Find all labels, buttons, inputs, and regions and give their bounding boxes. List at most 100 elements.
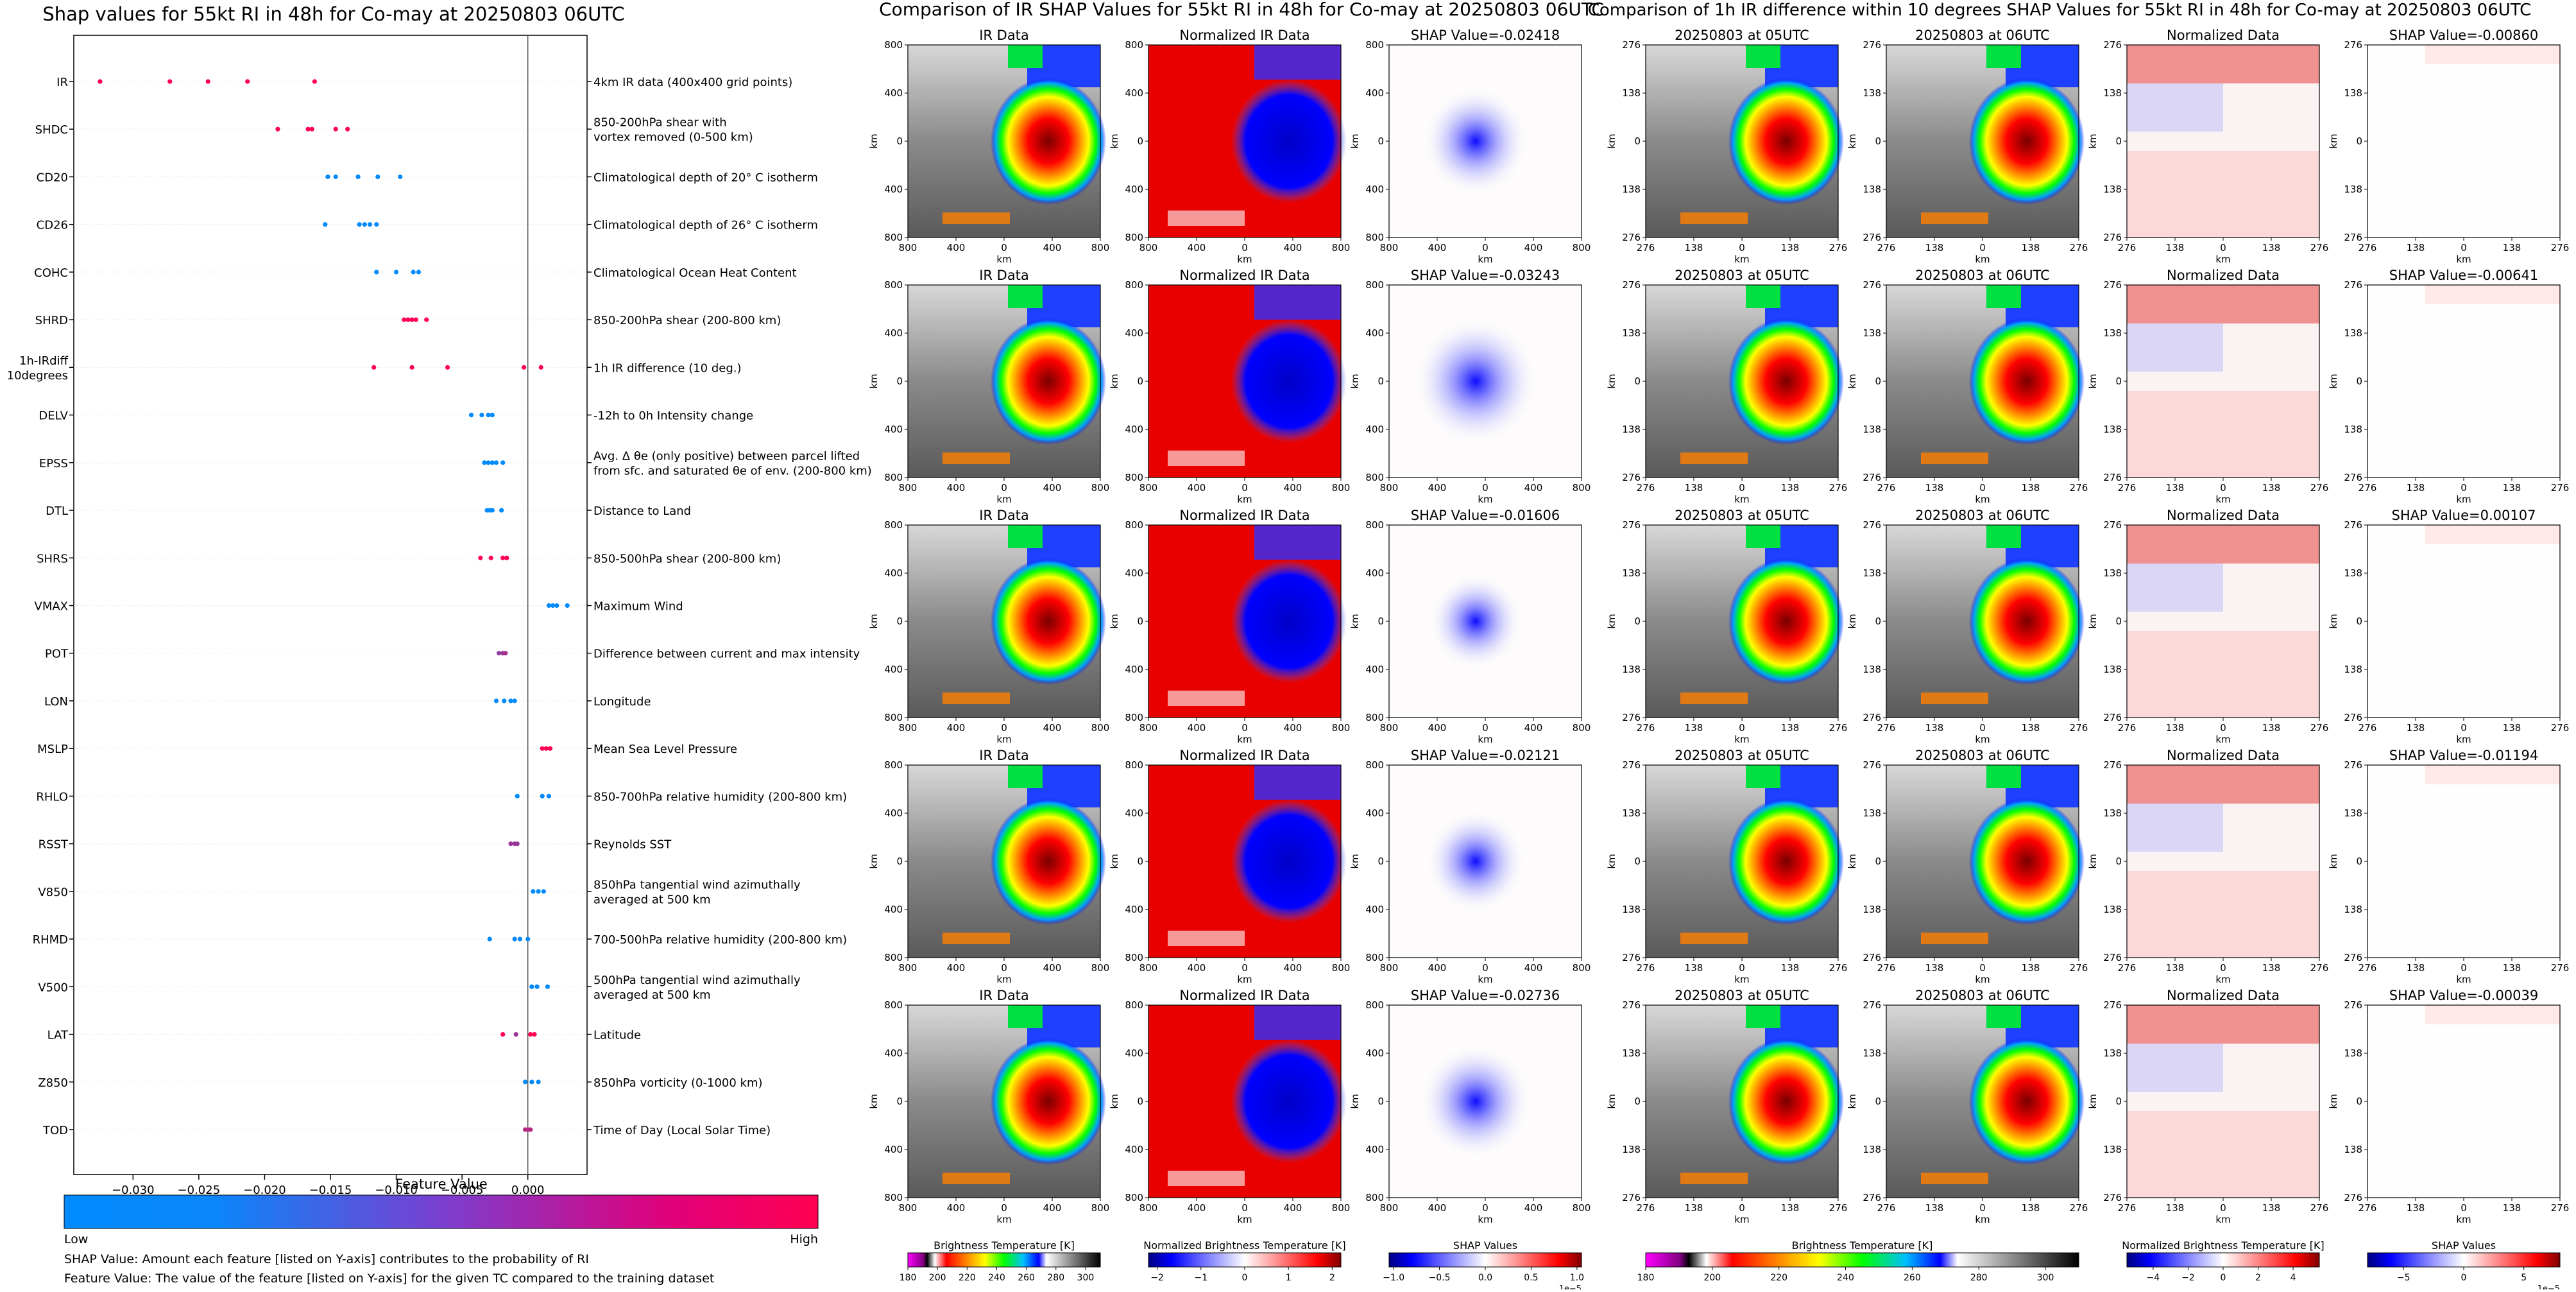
shap-point [508, 698, 513, 703]
shap-point [411, 270, 416, 275]
y-axis-label: km [1349, 1094, 1361, 1108]
y-tick-label: 138 [1863, 1144, 1881, 1155]
y-tick-label: 0 [1378, 616, 1384, 627]
y-tick-label: 276 [1863, 952, 1881, 963]
x-tick-label: 800 [1332, 242, 1351, 254]
y-tick-label: 0 [2356, 616, 2362, 627]
y-tick-label: 0 [1137, 1096, 1143, 1107]
y-tick-label: 0 [1378, 135, 1384, 147]
y-tick-label: 0 [1137, 375, 1143, 387]
colorbar-exponent: 1e−5 [2538, 1284, 2560, 1289]
feature-name: LAT [47, 1029, 69, 1042]
y-tick-label: 800 [1365, 279, 1384, 291]
x-tick-label: 138 [2022, 722, 2040, 734]
panel-title: IR Data [979, 748, 1029, 763]
y-tick-label: 800 [884, 712, 903, 723]
shap-point [98, 79, 103, 84]
y-tick-label: 138 [1863, 664, 1881, 675]
feature-name: LON [44, 695, 68, 709]
x-tick-label: 800 [1380, 242, 1399, 254]
y-tick-label: 138 [2344, 807, 2362, 819]
x-tick-label: 400 [947, 962, 966, 974]
y-axis-label: km [1109, 374, 1120, 388]
ir-storm [1728, 798, 1844, 925]
y-axis-label: km [868, 1094, 880, 1108]
feature-description: averaged at 500 km [593, 988, 711, 1002]
shap-point [515, 793, 520, 799]
colorbar-tick-label: −2 [1150, 1273, 1164, 1283]
norm-cold-top [1254, 285, 1341, 320]
norm-cold-top [1254, 525, 1341, 560]
x-tick-label: 138 [1925, 962, 1944, 974]
ir-cloud-band [1008, 45, 1043, 68]
ir-small-cells [1680, 452, 1748, 464]
shap-point [490, 460, 495, 465]
y-tick-label: 0 [1137, 856, 1143, 867]
y-tick-label: 0 [896, 375, 903, 387]
shap-point [515, 841, 520, 847]
shap-point [374, 222, 379, 227]
x-tick-label: 276 [1877, 482, 1896, 494]
x-tick-label: 0 [1739, 482, 1745, 494]
y-tick-label: 0 [896, 1096, 903, 1107]
panel-title: IR Data [979, 268, 1029, 283]
shap-point [402, 317, 407, 322]
shap-point [393, 270, 399, 275]
colorbar-label: SHAP Values [1453, 1239, 1517, 1252]
x-tick-label: 800 [1380, 482, 1399, 494]
ir-cloud-band [1986, 1005, 2021, 1028]
feature-name: RHMD [33, 933, 68, 947]
ir-diff-comparison-row: 20250803 at 05UTC27627613813800138138276… [1606, 988, 2569, 1225]
x-tick-label: 400 [1043, 962, 1062, 974]
y-tick-label: 138 [1622, 807, 1641, 819]
shap-point [275, 126, 280, 132]
y-tick-label: 276 [2344, 952, 2362, 963]
ir-cloud-band [1008, 765, 1043, 788]
x-axis-label: km [1734, 734, 1749, 745]
x-tick-label: 276 [2070, 962, 2088, 974]
y-tick-label: 400 [1365, 87, 1384, 99]
y-tick-label: 800 [884, 999, 903, 1011]
y-tick-label: 400 [884, 1047, 903, 1059]
y-tick-label: 800 [1125, 712, 1143, 723]
panel-title: Normalized IR Data [1179, 28, 1309, 43]
x-tick-label: 276 [2070, 482, 2088, 494]
colorbar-tick-label: 5 [2521, 1273, 2527, 1283]
diff-norm-lower [2127, 151, 2319, 237]
feature-name: SHDC [35, 123, 68, 137]
ir-cloud-band [1746, 285, 1780, 308]
ir-small-cells [1921, 933, 1988, 944]
y-tick-label: 400 [1125, 327, 1143, 339]
colorbar-tick-label: −5 [2397, 1273, 2410, 1283]
x-tick-label: 800 [1091, 242, 1110, 254]
feature-name: CD26 [37, 219, 68, 232]
ir-small-cells [1680, 212, 1748, 224]
diff-norm-top-band [2127, 285, 2319, 323]
diff-norm-lower [2127, 631, 2319, 718]
norm-small-cells [1168, 211, 1245, 226]
ir-cloud-band [1746, 765, 1780, 788]
colorbar-label: Normalized Brightness Temperature [K] [2122, 1239, 2324, 1252]
y-tick-label: 276 [2344, 519, 2362, 531]
ir-storm [1728, 1038, 1844, 1165]
colorbar-tick-label: −1 [1194, 1273, 1207, 1283]
ir-storm [991, 798, 1106, 925]
x-tick-label: −0.015 [309, 1184, 352, 1197]
diff-shap-background [2367, 285, 2560, 478]
colorbar-tick-label: −0.5 [1429, 1273, 1451, 1283]
shap-point [536, 1080, 541, 1085]
y-tick-label: 276 [1622, 712, 1641, 723]
x-tick-label: 138 [1685, 962, 1703, 974]
x-axis-label: km [996, 254, 1011, 265]
diff-norm-lower [2127, 391, 2319, 478]
x-tick-label: 800 [1139, 242, 1158, 254]
y-tick-label: 0 [2356, 856, 2362, 867]
feature-name: 1h-IRdiff [19, 354, 69, 368]
y-tick-label: 0 [1634, 856, 1641, 867]
feature-name: MSLP [37, 743, 68, 756]
x-tick-label: 276 [1637, 1202, 1655, 1214]
x-tick-label: 138 [2166, 482, 2185, 494]
y-tick-label: 276 [2103, 519, 2122, 531]
panel-title: SHAP Value=-0.01606 [1411, 508, 1560, 523]
panel-title: 20250803 at 05UTC [1675, 268, 1809, 283]
